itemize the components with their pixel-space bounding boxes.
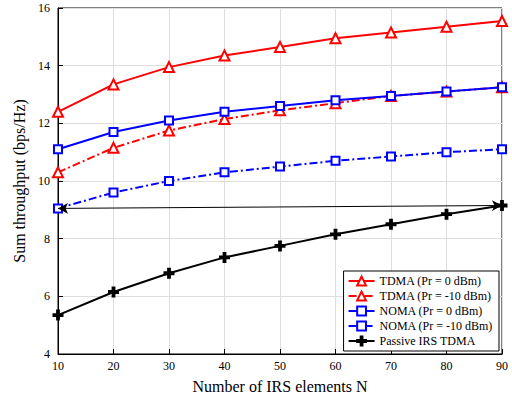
svg-text:Number of IRS elements N: Number of IRS elements N — [192, 378, 368, 395]
svg-text:80: 80 — [441, 359, 453, 373]
svg-text:16: 16 — [38, 1, 50, 15]
svg-text:6: 6 — [44, 289, 50, 303]
svg-text:TDMA (Pr = -10 dBm): TDMA (Pr = -10 dBm) — [380, 289, 491, 303]
svg-text:8: 8 — [44, 232, 50, 246]
svg-text:10: 10 — [38, 174, 50, 188]
svg-text:20: 20 — [108, 359, 120, 373]
svg-text:14: 14 — [38, 59, 50, 73]
svg-text:50: 50 — [274, 359, 286, 373]
svg-text:TDMA (Pr = 0 dBm): TDMA (Pr = 0 dBm) — [380, 274, 481, 288]
svg-text:NOMA (Pr = 0 dBm): NOMA (Pr = 0 dBm) — [380, 304, 483, 318]
svg-text:60: 60 — [330, 359, 342, 373]
svg-text:70: 70 — [385, 359, 397, 373]
svg-text:10: 10 — [52, 359, 64, 373]
svg-text:Sum throughput (bps/Hz): Sum throughput (bps/Hz) — [11, 99, 29, 263]
svg-text:12: 12 — [38, 116, 50, 130]
svg-text:40: 40 — [219, 359, 231, 373]
svg-text:4: 4 — [44, 347, 50, 361]
svg-text:NOMA (Pr = -10 dBm): NOMA (Pr = -10 dBm) — [380, 319, 493, 333]
svg-text:30: 30 — [163, 359, 175, 373]
svg-text:90: 90 — [496, 359, 508, 373]
svg-text:Passive IRS TDMA: Passive IRS TDMA — [380, 334, 476, 348]
